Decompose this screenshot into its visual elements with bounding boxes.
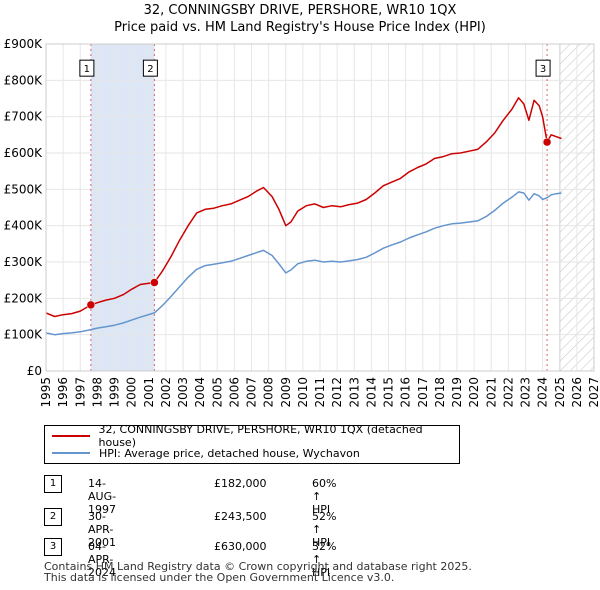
x-tick-label: 2003 <box>176 377 190 408</box>
x-tick-label: 2015 <box>382 377 396 408</box>
x-tick-label: 2009 <box>279 377 293 408</box>
x-tick-label: 2026 <box>570 377 584 408</box>
footer-copyright: Contains HM Land Registry data © Crown c… <box>44 560 472 573</box>
transaction-number: 1 <box>44 475 62 493</box>
footer-licence: This data is licensed under the Open Gov… <box>44 571 395 584</box>
y-tick-label: £200K <box>4 291 44 305</box>
transaction-hpi: 52% ↑ HPI <box>312 510 337 549</box>
transaction-date: 04-APR-2024 <box>88 540 116 579</box>
sale-point <box>86 300 96 310</box>
plot-border <box>45 43 595 372</box>
x-tick-label: 2010 <box>296 377 310 408</box>
y-tick-label: £100K <box>4 328 44 342</box>
x-tick-label: 2000 <box>125 377 139 408</box>
transaction-hpi: 60% ↑ HPI <box>312 477 337 516</box>
legend-label-property: 32, CONNINGSBY DRIVE, PERSHORE, WR10 1QX… <box>98 423 423 449</box>
x-tick-label: 2025 <box>553 377 567 408</box>
x-tick-label: 2016 <box>399 377 413 408</box>
y-tick-label: £800K <box>4 73 44 87</box>
x-tick-label: 1999 <box>108 377 122 408</box>
x-tick-label: 2002 <box>159 377 173 408</box>
sale-label-frame <box>142 59 158 77</box>
transaction-date: 30-APR-2001 <box>88 510 116 549</box>
x-tick-label: 2001 <box>142 377 156 408</box>
legend-label-hpi: HPI: Average price, detached house, Wych… <box>99 446 360 460</box>
transaction-price: £630,000 <box>214 540 267 553</box>
shaded-period <box>90 44 155 371</box>
x-tick-label: 2019 <box>450 377 464 408</box>
x-tick-label: 2007 <box>245 377 259 408</box>
x-tick-label: 2014 <box>364 377 378 408</box>
y-tick-label: £700K <box>4 110 44 124</box>
x-tick-label: 2021 <box>484 377 498 408</box>
transaction-date: 14-AUG-1997 <box>88 477 117 516</box>
x-tick-label: 1996 <box>56 377 70 408</box>
sale-label-box: 3 <box>535 59 551 77</box>
x-tick-label: 2004 <box>193 377 207 408</box>
x-tick-label: 2020 <box>467 377 481 408</box>
x-tick-label: 2006 <box>227 377 241 408</box>
transaction-price: £243,500 <box>214 510 267 523</box>
property-price-line <box>45 97 562 318</box>
legend-line-hpi <box>52 452 90 454</box>
legend-item-hpi: HPI: Average price, detached house, Wych… <box>45 445 360 461</box>
x-tick-label: 2024 <box>536 377 550 408</box>
x-tick-label: 2011 <box>313 377 327 408</box>
x-tick-label: 2008 <box>262 377 276 408</box>
footer: Contains HM Land Registry data © Crown c… <box>44 561 472 583</box>
chart-title: 32, CONNINGSBY DRIVE, PERSHORE, WR10 1QX <box>143 3 457 18</box>
sale-label-number: 3 <box>540 64 546 75</box>
x-tick-label: 2023 <box>519 377 533 408</box>
x-tick-label: 2005 <box>210 377 224 408</box>
x-tick-label: 2013 <box>347 377 361 408</box>
x-tick-label: 2017 <box>416 377 430 408</box>
sale-label-number: 2 <box>147 64 153 75</box>
y-tick-label: £300K <box>4 255 44 269</box>
sale-label-number: 1 <box>84 64 90 75</box>
sale-label-frame <box>79 59 95 77</box>
x-tick-label: 1998 <box>90 377 104 408</box>
hpi-line <box>45 191 562 336</box>
legend-line-property <box>52 435 90 437</box>
sale-label-box: 1 <box>79 59 95 77</box>
x-tick-label: 1995 <box>39 377 53 408</box>
transaction-hpi: 32% ↑ HPI <box>312 540 337 579</box>
x-tick-label: 1997 <box>73 377 87 408</box>
legend: 32, CONNINGSBY DRIVE, PERSHORE, WR10 1QX… <box>44 423 460 464</box>
x-tick-label: 2012 <box>330 377 344 408</box>
price-chart: 1 2 3 £0 £100K £200K £300K £400K £500K £600K £700K… <box>4 37 600 408</box>
transaction-number: 3 <box>44 538 62 556</box>
x-tick-label: 2022 <box>501 377 515 408</box>
y-tick-label: £400K <box>4 219 44 233</box>
sale-point <box>542 137 552 147</box>
y-tick-label: £600K <box>4 146 44 160</box>
legend-item-property: 32, CONNINGSBY DRIVE, PERSHORE, WR10 1QX… <box>45 423 459 449</box>
sale-point <box>150 278 159 287</box>
sale-label-box: 2 <box>142 59 158 77</box>
y-tick-label: £0 <box>27 364 42 378</box>
sale-label-frame <box>535 59 551 77</box>
transaction-number: 2 <box>44 508 62 526</box>
y-tick-label: £500K <box>4 182 44 196</box>
x-tick-label: 2018 <box>433 377 447 408</box>
x-tick-label: 2027 <box>587 377 600 408</box>
transaction-price: £182,000 <box>214 477 267 490</box>
y-tick-label: £900K <box>4 37 44 51</box>
chart-subtitle: Price paid vs. HM Land Registry's House … <box>114 20 486 35</box>
